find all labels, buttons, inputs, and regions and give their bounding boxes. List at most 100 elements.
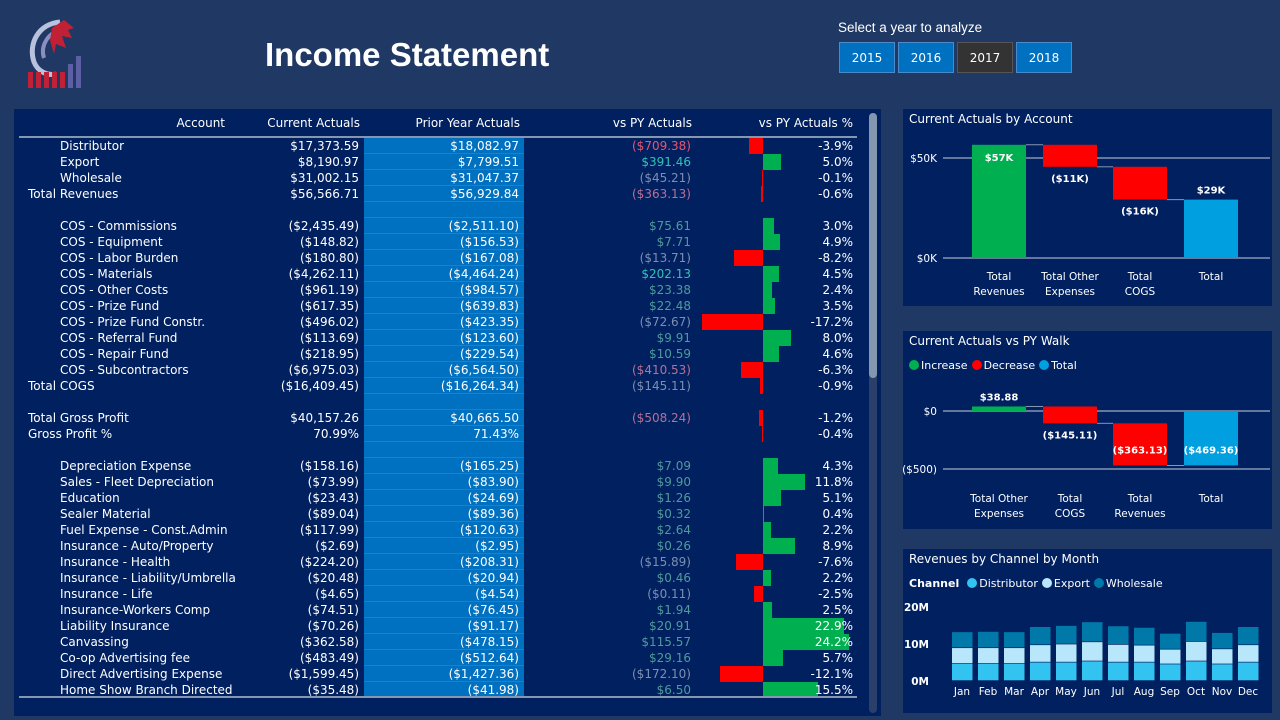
table-scrollbar[interactable] (869, 113, 877, 713)
account-cell: COS - Subcontractors (60, 363, 189, 377)
table-row-spacer (14, 442, 859, 458)
header-vs-py-actuals-pct[interactable]: vs PY Actuals % (758, 116, 853, 130)
chart-title: Current Actuals vs PY Walk (909, 334, 1070, 348)
prior-year-cell: ($123.60) (460, 331, 519, 345)
prior-year-cell: ($208.31) (460, 555, 519, 569)
year-button-2018[interactable]: 2018 (1016, 42, 1072, 73)
table-row[interactable]: Export $8,190.97 $7,799.51 $391.46 5.0% (14, 154, 859, 170)
current-actuals-cell: $56,566.71 (290, 187, 359, 201)
table-row[interactable]: Education ($23.43) ($24.69) $1.26 5.1% (14, 490, 859, 506)
table-row[interactable]: Wholesale $31,002.15 $31,047.37 ($45.21) -0.… (14, 170, 859, 186)
table-row[interactable]: Distributor $17,373.59 $18,082.97 ($709.38)… (14, 138, 859, 154)
vs-py-cell: ($508.24) (632, 411, 691, 425)
x-tick-label: Expenses (974, 508, 1024, 520)
table-row[interactable]: Total COGS ($16,409.45) ($16,264.34) ($145.… (14, 378, 859, 394)
table-row[interactable]: Sealer Material ($89.04) ($89.36) $0.32 0.4% (14, 506, 859, 522)
bar-distributor (1082, 661, 1103, 681)
row-separator (364, 153, 524, 154)
row-separator (364, 329, 524, 330)
table-row[interactable]: Depreciation Expense ($158.16) ($165.25) $7… (14, 458, 859, 474)
table-row[interactable]: Canvassing ($362.58) ($478.15) $115.57 24.2% (14, 634, 859, 650)
legend-total[interactable]: Total (1039, 359, 1077, 372)
table-row[interactable]: COS - Materials ($4,262.11) ($4,464.24) $20… (14, 266, 859, 282)
table-row[interactable]: Insurance - Liability/Umbrella ($20.48) ($… (14, 570, 859, 586)
vs-py-pct-cell: 11.8% (814, 475, 853, 489)
row-separator (364, 377, 524, 378)
legend-wholesale[interactable]: Wholesale (1093, 577, 1163, 590)
bar-distributor (1030, 662, 1051, 681)
current-actuals-cell: ($4.65) (315, 587, 359, 601)
legend-decrease[interactable]: Decrease (971, 359, 1035, 372)
header-account[interactable]: Account (176, 116, 225, 130)
table-row[interactable]: Insurance-Workers Comp ($74.51) ($76.45) $1… (14, 602, 859, 618)
table-row[interactable]: COS - Equipment ($148.82) ($156.53) $7.71 4.… (14, 234, 859, 250)
vs-py-pct-cell: -7.6% (818, 555, 853, 569)
x-tick-label: Total (1198, 271, 1224, 283)
vs-py-cell: $75.61 (649, 219, 691, 233)
vs-py-pct-cell: 4.6% (822, 347, 854, 361)
bar-wholesale (978, 631, 999, 648)
header-vs-py-actuals[interactable]: vs PY Actuals (612, 116, 692, 130)
scrollbar-thumb[interactable] (869, 113, 877, 378)
y-tick-label: ($500) (903, 464, 937, 476)
x-tick-label: Total (1057, 493, 1083, 505)
table-row[interactable]: Insurance - Health ($224.20) ($208.31) ($15… (14, 554, 859, 570)
wholesale-dot-icon (1093, 578, 1104, 588)
vs-py-pct-cell: -0.9% (818, 379, 853, 393)
legend-export[interactable]: Export (1041, 577, 1090, 590)
table-row[interactable]: COS - Repair Fund ($218.95) ($229.54) $10.5… (14, 346, 859, 362)
table-row[interactable]: COS - Labor Burden ($180.80) ($167.08) ($13… (14, 250, 859, 266)
variance-bar (763, 506, 765, 522)
account-cell: Fuel Expense - Const.Admin (60, 523, 228, 537)
table-row[interactable]: Gross Profit % 70.99% 71.43% -0.4% (14, 426, 859, 442)
year-button-2017[interactable]: 2017 (957, 42, 1013, 73)
prior-year-cell: ($24.69) (467, 491, 519, 505)
table-row[interactable]: COS - Prize Fund Constr. ($496.02) ($423.3… (14, 314, 859, 330)
waterfall-chart: $50K $0K $57K Total Revenues ($11K) Total Othe… (910, 144, 1270, 298)
table-row[interactable]: Liability Insurance ($70.26) ($91.17) $20.9… (14, 618, 859, 634)
prior-year-cell: ($20.94) (467, 571, 519, 585)
distributor-dot-icon (967, 578, 978, 588)
footer-divider (19, 696, 857, 698)
legend-distributor[interactable]: Distributor (967, 577, 1038, 590)
table-row[interactable]: Insurance - Auto/Property ($2.69) ($2.95) $… (14, 538, 859, 554)
table-row[interactable]: Sales - Fleet Depreciation ($73.99) ($83.9… (14, 474, 859, 490)
prior-year-cell: ($2,511.10) (448, 219, 519, 233)
current-actuals-cell: $40,157.26 (290, 411, 359, 425)
prior-year-cell: ($41.98) (467, 683, 519, 697)
row-separator (364, 249, 524, 250)
table-row[interactable]: Direct Advertising Expense ($1,599.45) ($1… (14, 666, 859, 682)
row-separator (364, 617, 524, 618)
vs-py-pct-cell: 8.0% (822, 331, 854, 345)
prior-year-cell: ($478.15) (460, 635, 519, 649)
table-row[interactable]: Total Gross Profit $40,157.26 $40,665.50 ($… (14, 410, 859, 426)
current-actuals-cell: ($2.69) (315, 539, 359, 553)
current-actuals-cell: ($496.02) (300, 315, 359, 329)
legend-increase[interactable]: Increase (909, 359, 968, 372)
header-current-actuals[interactable]: Current Actuals (267, 116, 360, 130)
account-cell: COS - Repair Fund (60, 347, 169, 361)
prior-year-cell: ($4,464.24) (448, 267, 519, 281)
header-prior-year-actuals[interactable]: Prior Year Actuals (415, 116, 520, 130)
table-row[interactable]: COS - Commissions ($2,435.49) ($2,511.10) $… (14, 218, 859, 234)
table-row[interactable]: COS - Referral Fund ($113.69) ($123.60) $9.… (14, 330, 859, 346)
vs-py-cell: $10.59 (649, 347, 691, 361)
vs-py-pct-cell: -17.2% (810, 315, 853, 329)
table-row[interactable]: Co-op Advertising fee ($483.49) ($512.64) $… (14, 650, 859, 666)
table-row[interactable]: Total Revenues $56,566.71 $56,929.84 ($363.… (14, 186, 859, 202)
year-button-2016[interactable]: 2016 (898, 42, 954, 73)
export-dot-icon (1041, 578, 1052, 588)
table-row[interactable]: COS - Prize Fund ($617.35) ($639.83) $22.48… (14, 298, 859, 314)
vs-py-cell: $20.91 (649, 619, 691, 633)
row-separator (364, 313, 524, 314)
table-row[interactable]: COS - Subcontractors ($6,975.03) ($6,564.5… (14, 362, 859, 378)
y-tick-label: $0 (924, 406, 937, 418)
prior-year-cell: ($6,564.50) (448, 363, 519, 377)
table-row[interactable]: Insurance - Life ($4.65) ($4.54) ($0.11) -2.… (14, 586, 859, 602)
table-row[interactable]: Fuel Expense - Const.Admin ($117.99) ($120… (14, 522, 859, 538)
vs-py-cell: $9.91 (656, 331, 691, 345)
table-row[interactable]: COS - Other Costs ($961.19) ($984.57) $23.3… (14, 282, 859, 298)
year-button-2015[interactable]: 2015 (839, 42, 895, 73)
table-row[interactable]: Home Show Branch Directed ($35.48) ($41.98… (14, 682, 859, 698)
variance-bar (763, 474, 805, 490)
